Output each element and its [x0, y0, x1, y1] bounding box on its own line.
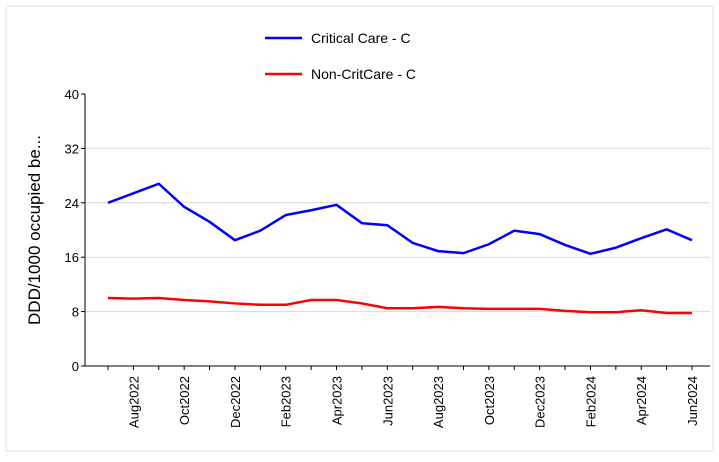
x-tick-label: Dec2023	[533, 376, 548, 428]
x-tick-label: Dec2022	[228, 376, 243, 428]
y-tick-label: 16	[65, 250, 79, 265]
x-tick-label: Apr2024	[634, 376, 649, 425]
x-tick-label: Jun2023	[380, 376, 395, 426]
x-tick-label: Oct2023	[482, 376, 497, 425]
legend-label: Non-CritCare - C	[311, 66, 416, 82]
x-tick-label: Aug2023	[431, 376, 446, 428]
legend-label: Critical Care - C	[311, 30, 411, 46]
y-tick-label: 24	[65, 196, 79, 211]
frame	[5, 5, 714, 452]
series-line	[107, 296, 692, 315]
x-tick-label: Feb2024	[583, 376, 598, 427]
y-axis-label: DDD/1000 occupied be...	[25, 135, 44, 325]
x-tick-label: Apr2023	[330, 376, 345, 425]
x-tick-label: Aug2022	[126, 376, 141, 428]
y-tick-label: 8	[72, 305, 79, 320]
series-line	[107, 182, 693, 256]
x-tick-label: Jun2024	[685, 376, 700, 426]
y-tick-label: 40	[65, 87, 79, 102]
x-tick-label: Oct2022	[177, 376, 192, 425]
y-tick-label: 0	[72, 359, 79, 374]
y-tick-label: 32	[65, 141, 79, 156]
x-tick-label: Feb2023	[279, 376, 294, 427]
